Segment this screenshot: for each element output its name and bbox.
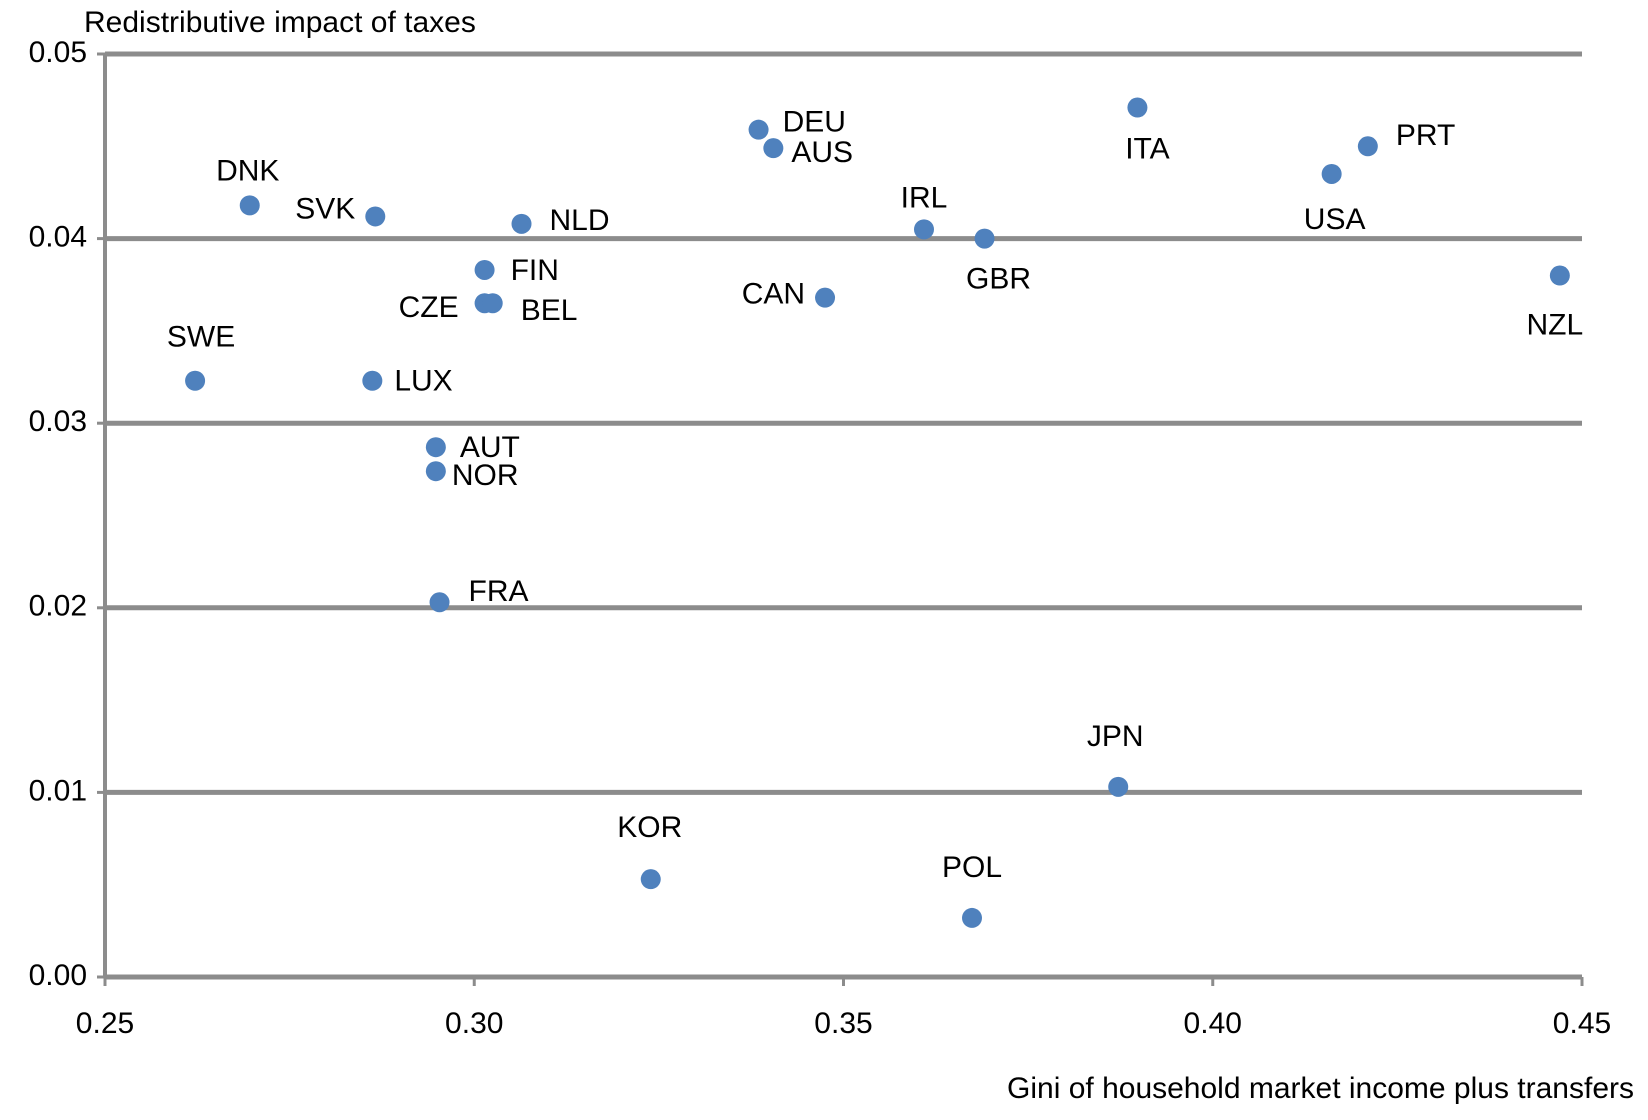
- point: [365, 206, 386, 227]
- point: [362, 370, 383, 391]
- point: [763, 138, 784, 159]
- point: [1108, 776, 1129, 797]
- x-axis-title: Gini of household market income plus tra…: [1007, 1072, 1634, 1105]
- point-label: AUT: [460, 431, 520, 464]
- point: [913, 219, 934, 240]
- point: [974, 228, 995, 249]
- y-tick-label: 0.03: [29, 405, 87, 438]
- x-tick-label: 0.30: [445, 1007, 503, 1040]
- y-tick-label: 0.05: [29, 36, 87, 69]
- point-label: PRT: [1396, 119, 1455, 152]
- point-label: FRA: [469, 575, 529, 608]
- y-tick-label: 0.02: [29, 590, 87, 623]
- y-axis-title: Redistributive impact of taxes: [84, 6, 476, 39]
- point-label: DNK: [216, 154, 279, 187]
- point: [474, 259, 495, 280]
- point: [640, 869, 661, 890]
- y-tick-label: 0.00: [29, 959, 87, 992]
- point: [511, 213, 532, 234]
- point-label: NZL: [1527, 308, 1584, 341]
- point-label: POL: [942, 851, 1002, 884]
- point: [482, 293, 503, 314]
- point: [185, 370, 206, 391]
- x-tick-label: 0.40: [1184, 1007, 1242, 1040]
- point-label: CAN: [742, 278, 805, 311]
- point-label: KOR: [617, 811, 682, 844]
- point-label: DEU: [783, 106, 846, 139]
- x-tick-label: 0.35: [814, 1007, 872, 1040]
- point: [239, 195, 260, 216]
- point: [429, 592, 450, 613]
- x-tick-label: 0.45: [1553, 1007, 1611, 1040]
- point: [748, 119, 769, 140]
- point-label: NLD: [550, 204, 610, 237]
- point-label: LUX: [394, 365, 452, 398]
- y-tick-label: 0.04: [29, 221, 87, 254]
- x-tick-label: 0.25: [76, 1007, 134, 1040]
- point: [1127, 97, 1148, 118]
- point-label: SWE: [167, 321, 235, 354]
- point-label: JPN: [1087, 720, 1144, 753]
- point-label: IRL: [901, 181, 948, 214]
- point-label: FIN: [511, 254, 559, 287]
- point: [815, 287, 836, 308]
- y-tick-label: 0.01: [29, 774, 87, 807]
- point-label: CZE: [399, 291, 459, 324]
- point-label: ITA: [1125, 132, 1169, 165]
- point: [1357, 136, 1378, 157]
- point-label: SVK: [295, 192, 355, 225]
- point-label: USA: [1304, 203, 1366, 236]
- point-label: GBR: [966, 263, 1031, 296]
- point: [425, 437, 446, 458]
- point: [1321, 163, 1342, 184]
- point-label: NOR: [452, 459, 519, 492]
- point-label: BEL: [521, 294, 578, 327]
- point: [425, 461, 446, 482]
- point-label: AUS: [791, 136, 853, 169]
- point: [961, 907, 982, 928]
- point: [1549, 265, 1570, 286]
